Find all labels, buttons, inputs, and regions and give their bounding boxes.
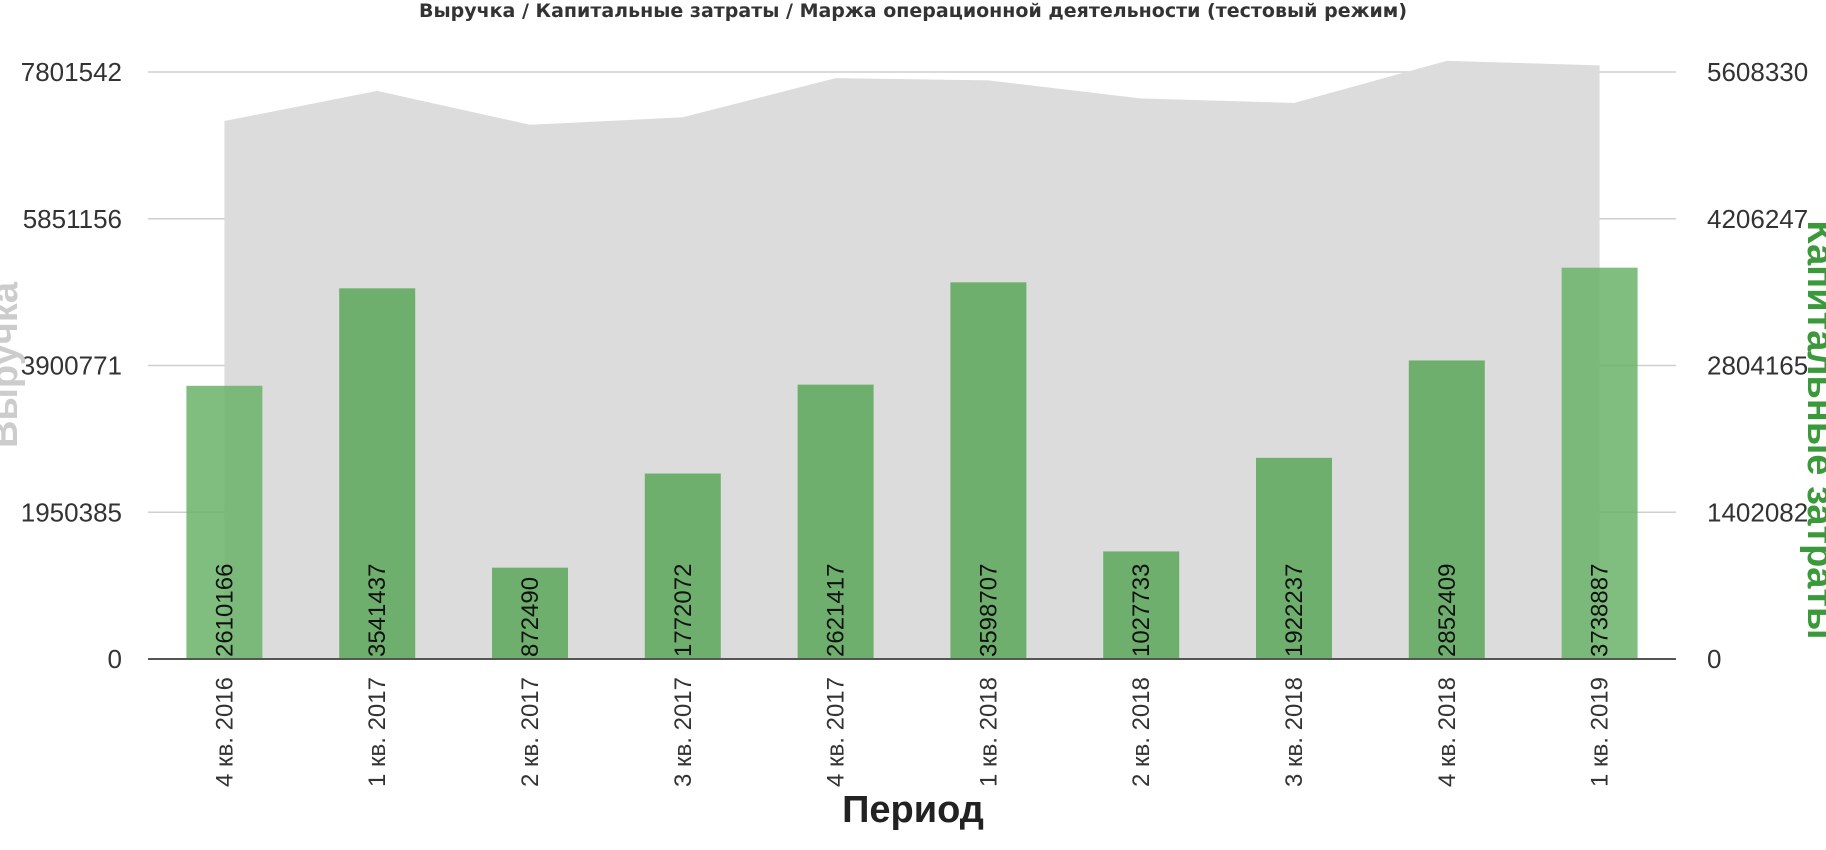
y-right-tick-label: 5608330 <box>1707 57 1808 87</box>
y-right-tick-label: 4206247 <box>1707 204 1808 234</box>
bar <box>492 567 568 659</box>
bar-value-label: 1922237 <box>1281 564 1308 657</box>
y-left-tick-label: 1950385 <box>21 497 122 527</box>
bar <box>1256 457 1332 659</box>
y-left-tick-label: 0 <box>108 644 122 674</box>
bar <box>339 288 416 659</box>
bar-value-label: 872490 <box>517 577 544 657</box>
bar <box>1408 360 1485 659</box>
bar <box>1561 267 1638 659</box>
bar-value-label: 3598707 <box>975 564 1002 657</box>
x-tick-label: 4 кв. 2018 <box>1434 677 1461 787</box>
bar <box>644 473 721 659</box>
bar <box>186 385 263 659</box>
bar-value-label: 2621417 <box>823 564 850 657</box>
bar <box>1103 551 1180 659</box>
x-tick-label: 2 кв. 2018 <box>1128 677 1155 787</box>
y-right-tick-label: 2804165 <box>1707 351 1808 381</box>
bar-value-label: 3541437 <box>364 564 391 657</box>
y-left-tick-label: 3900771 <box>21 351 122 381</box>
y-left-tick-label: 5851156 <box>23 204 122 234</box>
chart-title: Выручка / Капитальные затраты / Маржа оп… <box>419 0 1407 22</box>
bar-value-label: 1772072 <box>670 564 697 657</box>
x-tick-label: 2 кв. 2017 <box>517 677 544 787</box>
bar-value-label: 2610166 <box>211 564 238 657</box>
x-tick-label: 1 кв. 2017 <box>364 677 391 787</box>
bar <box>950 282 1027 659</box>
x-tick-label: 1 кв. 2019 <box>1587 677 1614 787</box>
x-tick-label: 3 кв. 2018 <box>1281 677 1308 787</box>
y-right-tick-label: 0 <box>1707 644 1721 674</box>
y-left-tick-label: 7801542 <box>21 57 122 87</box>
bar <box>797 384 874 659</box>
y-right-tick-label: 1402082 <box>1707 497 1808 527</box>
bar-value-label: 2852409 <box>1434 564 1461 657</box>
y-axis-right-label: Капитальные затраты <box>1799 221 1826 640</box>
x-axis-label: Период <box>842 789 984 831</box>
bar-value-label: 3738887 <box>1587 564 1614 657</box>
area-series <box>224 60 1600 660</box>
bar-value-label: 1027733 <box>1128 564 1155 657</box>
x-tick-label: 4 кв. 2016 <box>211 677 238 787</box>
x-tick-label: 4 кв. 2017 <box>823 677 850 787</box>
x-tick-label: 3 кв. 2017 <box>670 677 697 787</box>
y-axis-left-label: Выручка <box>0 281 26 448</box>
x-tick-label: 1 кв. 2018 <box>975 677 1002 787</box>
